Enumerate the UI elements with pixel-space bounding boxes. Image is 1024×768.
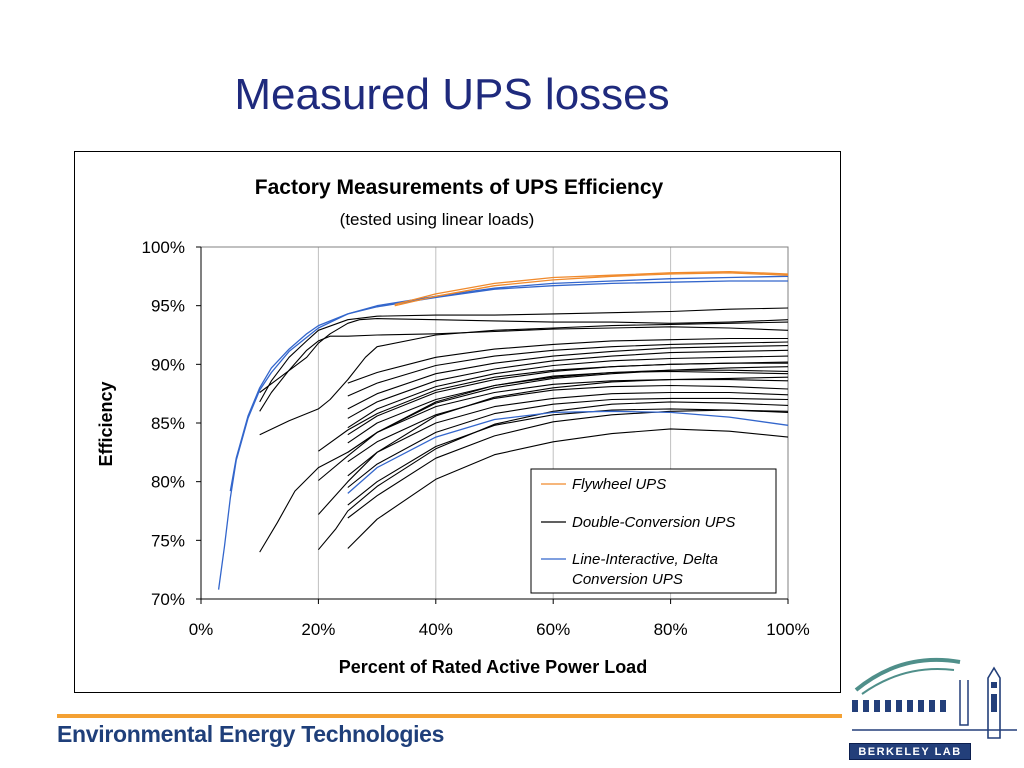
logo-building-outline [959,680,969,726]
logo-tower [987,666,1001,739]
footer-bar [57,714,842,718]
series-line-double-conversion [347,362,788,436]
series-line-double-conversion [259,307,789,403]
series-line-double-conversion [347,337,788,384]
series-line-double-conversion [347,408,789,506]
efficiency-chart: Factory Measurements of UPS Efficiency (… [96,176,810,677]
x-tick-label: 80% [654,620,688,639]
series-line-double-conversion [347,397,789,488]
legend-box [530,468,777,594]
series-line-double-conversion [318,366,789,481]
series-line-double-conversion [347,355,789,429]
series-line-double-conversion [347,349,789,419]
series-line-line-interactive [347,410,789,494]
y-tick-label: 85% [151,414,185,433]
y-tick-label: 80% [151,473,185,492]
series-line-double-conversion [259,321,789,436]
series-line-double-conversion [347,384,789,463]
y-tick-label: 90% [151,355,185,374]
logo-text: BERKELEY LAB [849,743,971,760]
x-tick-label: 20% [301,620,335,639]
chart-frame: Factory Measurements of UPS Efficiency (… [74,151,841,693]
logo-roof-arc [854,657,961,692]
x-tick-label: 40% [419,620,453,639]
axis-layer: 70% 75% 80% 85% 90% 95% 100% 0% 20% 40% 60% 80% 100% [142,238,810,639]
series-line-flywheel [394,270,789,306]
series-line-double-conversion [259,318,789,393]
x-tick-label: 60% [536,620,570,639]
x-tick-label: 100% [766,620,809,639]
y-tick-label: 95% [151,297,185,316]
series-line-double-conversion [347,428,789,549]
legend-label-line-interactive-line2: Conversion UPS [572,571,683,588]
berkeley-lab-logo [852,657,1017,739]
y-axis-label: Efficiency [96,381,116,466]
y-tick-label: 100% [142,238,185,257]
chart-title: Factory Measurements of UPS Efficiency [255,176,664,199]
series-line-double-conversion [317,376,789,515]
series-line-double-conversion [347,345,789,410]
footer-text: Environmental Energy Technologies [57,721,445,747]
logo-arches [852,700,946,712]
logo-roof-arc-inner [861,668,955,695]
series-line-double-conversion [347,391,789,477]
series-line-line-interactive [229,275,789,492]
legend-label-line-interactive-line1: Line-Interactive, Delta [572,551,718,568]
series-line-double-conversion [259,326,789,412]
logo-tower-window [991,694,997,712]
legend: Flywheel UPS Double-Conversion UPS Line-… [530,468,777,594]
series-line-double-conversion [259,370,789,553]
series-line-flywheel [394,272,789,307]
x-axis-label: Percent of Rated Active Power Load [339,657,647,677]
legend-label-double-conversion: Double-Conversion UPS [572,514,735,531]
series-line-double-conversion [347,409,789,519]
logo-tower-window [991,682,997,688]
y-tick-label: 70% [151,590,185,609]
series-line-double-conversion [347,379,789,453]
x-tick-label: 0% [189,620,214,639]
series-line-double-conversion [347,369,789,444]
slide-title: Measured UPS losses [234,70,670,119]
y-tick-label: 75% [151,531,185,550]
legend-label-flywheel: Flywheel UPS [572,476,666,493]
legend-label-line-interactive: Line-Interactive, Delta Conversion UPS [572,551,722,588]
chart-subtitle: (tested using linear loads) [340,210,535,229]
series-line-double-conversion [347,341,789,397]
series-layer [217,270,789,590]
series-line-double-conversion [317,401,789,551]
